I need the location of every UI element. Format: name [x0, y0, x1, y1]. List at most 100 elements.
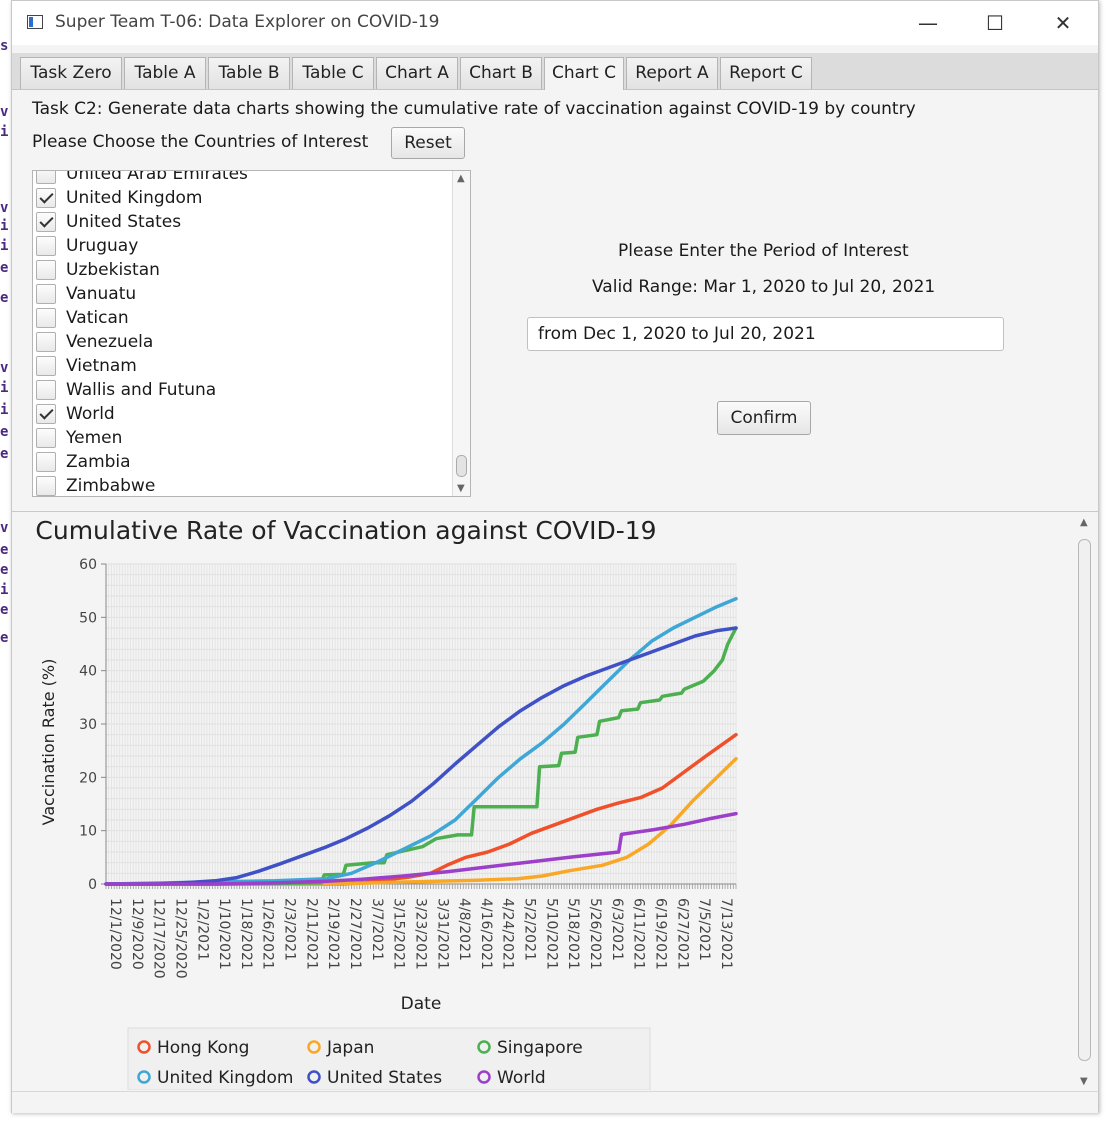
x-tick-label: 4/8/2021	[456, 898, 472, 961]
x-tick-label: 3/23/2021	[412, 898, 428, 970]
country-item[interactable]: Vanuatu	[33, 282, 453, 306]
country-checkbox[interactable]	[36, 212, 56, 232]
country-checkbox[interactable]	[36, 356, 56, 376]
code-gutter-char: v	[0, 104, 9, 120]
code-gutter-char: e	[0, 424, 9, 440]
country-label: Vatican	[66, 308, 129, 328]
legend-label: Japan	[326, 1038, 374, 1058]
code-gutter-char: i	[0, 238, 9, 254]
scroll-down-icon[interactable]: ▼	[457, 483, 465, 494]
y-axis-label: Vaccination Rate (%)	[39, 659, 58, 826]
minimize-button[interactable]: —	[918, 11, 938, 35]
legend-label: United Kingdom	[157, 1068, 293, 1088]
country-label: Wallis and Futuna	[66, 380, 217, 400]
app-window: Super Team T-06: Data Explorer on COVID-…	[11, 0, 1099, 1113]
x-tick-label: 2/19/2021	[325, 898, 341, 970]
country-item[interactable]: Vatican	[33, 306, 453, 330]
code-gutter-char: e	[0, 290, 9, 306]
x-tick-label: 1/2/2021	[194, 898, 210, 961]
code-gutter-char: i	[0, 218, 9, 234]
x-tick-label: 1/26/2021	[260, 898, 276, 970]
x-tick-label: 3/7/2021	[369, 898, 385, 961]
legend-marker	[477, 1070, 491, 1084]
x-tick-label: 1/18/2021	[238, 898, 254, 970]
x-tick-label: 6/3/2021	[609, 898, 625, 961]
country-checkbox[interactable]	[36, 308, 56, 328]
country-item[interactable]: Wallis and Futuna	[33, 378, 453, 402]
country-checkbox[interactable]	[36, 452, 56, 472]
country-checkbox[interactable]	[36, 428, 56, 448]
series-line-world	[104, 811, 738, 886]
code-gutter-char: i	[0, 402, 9, 418]
x-tick-label: 2/27/2021	[347, 898, 363, 970]
scroll-thumb[interactable]	[456, 455, 467, 477]
country-item[interactable]: Uzbekistan	[33, 258, 453, 282]
x-tick-label: 1/10/2021	[216, 898, 232, 970]
status-bar	[12, 1091, 1098, 1113]
y-tick-label: 10	[79, 824, 97, 840]
confirm-button[interactable]: Confirm	[717, 401, 811, 435]
x-tick-label: 12/17/2020	[151, 898, 167, 979]
country-item[interactable]: Zimbabwe	[33, 474, 453, 496]
country-checkbox[interactable]	[36, 260, 56, 280]
chart-scroll-thumb[interactable]	[1078, 539, 1091, 1061]
period-label: Please Enter the Period of Interest	[618, 241, 909, 261]
code-gutter-char: e	[0, 542, 9, 558]
country-item[interactable]: Vietnam	[33, 354, 453, 378]
country-checkbox[interactable]	[36, 188, 56, 208]
country-item[interactable]: Uruguay	[33, 234, 453, 258]
country-item[interactable]: United Kingdom	[33, 186, 453, 210]
country-checkbox[interactable]	[36, 380, 56, 400]
country-checkbox[interactable]	[36, 404, 56, 424]
country-label: World	[66, 404, 115, 424]
chart-title: Cumulative Rate of Vaccination against C…	[35, 516, 656, 545]
legend-marker	[137, 1040, 151, 1054]
tab-report-c[interactable]: Report C	[720, 57, 812, 89]
country-checkbox[interactable]	[36, 476, 56, 496]
country-checkbox[interactable]	[36, 284, 56, 304]
country-item[interactable]: Venezuela	[33, 330, 453, 354]
country-list-scrollbar[interactable]: ▲ ▼	[452, 171, 470, 496]
code-gutter-char: s	[0, 38, 9, 54]
country-label: Uzbekistan	[66, 260, 160, 280]
legend-marker	[477, 1040, 491, 1054]
country-list[interactable]: Zimbabwe Zambia Yemen World Wallis and Futun…	[32, 170, 471, 497]
country-item[interactable]: World	[33, 402, 453, 426]
maximize-button[interactable]: ☐	[986, 11, 1004, 35]
x-tick-label: 12/1/2020	[107, 898, 123, 970]
legend-label: Hong Kong	[157, 1038, 249, 1058]
tab-table-b[interactable]: Table B	[208, 57, 290, 89]
task-description: Task C2: Generate data charts showing th…	[32, 99, 916, 119]
chart-scroll-up-icon[interactable]: ▲	[1080, 517, 1088, 528]
tab-chart-c[interactable]: Chart C	[544, 57, 624, 90]
country-checkbox[interactable]	[36, 171, 56, 184]
x-tick-label: 5/10/2021	[543, 898, 559, 970]
tab-table-a[interactable]: Table A	[124, 57, 206, 89]
country-item[interactable]: Yemen	[33, 426, 453, 450]
code-gutter-char: e	[0, 260, 9, 276]
country-item[interactable]: Zambia	[33, 450, 453, 474]
chart-scrollbar[interactable]: ▲ ▼	[1076, 515, 1094, 1089]
country-item[interactable]: United States	[33, 210, 453, 234]
x-tick-label: 4/24/2021	[500, 898, 516, 970]
x-tick-label: 7/13/2021	[718, 898, 734, 970]
country-checkbox[interactable]	[36, 236, 56, 256]
period-input[interactable]: from Dec 1, 2020 to Jul 20, 2021	[527, 317, 1004, 351]
close-button[interactable]: ✕	[1054, 11, 1072, 35]
tab-chart-a[interactable]: Chart A	[376, 57, 458, 89]
tab-report-a[interactable]: Report A	[626, 57, 718, 89]
window-title: Super Team T-06: Data Explorer on COVID-…	[55, 12, 440, 32]
tab-task-zero[interactable]: Task Zero	[20, 57, 122, 89]
scroll-up-icon[interactable]: ▲	[457, 173, 465, 184]
legend-label: United States	[327, 1068, 442, 1088]
country-checkbox[interactable]	[36, 332, 56, 352]
chart-series	[104, 596, 738, 886]
reset-button[interactable]: Reset	[391, 127, 465, 159]
tab-chart-b[interactable]: Chart B	[460, 57, 542, 89]
tab-table-c[interactable]: Table C	[292, 57, 374, 89]
y-tick-label: 40	[79, 664, 97, 680]
y-axis: 0 10 20 30 40 50 60	[79, 557, 107, 893]
country-item[interactable]: United Arab Emirates	[33, 171, 453, 186]
chart-scroll-down-icon[interactable]: ▼	[1080, 1076, 1088, 1087]
